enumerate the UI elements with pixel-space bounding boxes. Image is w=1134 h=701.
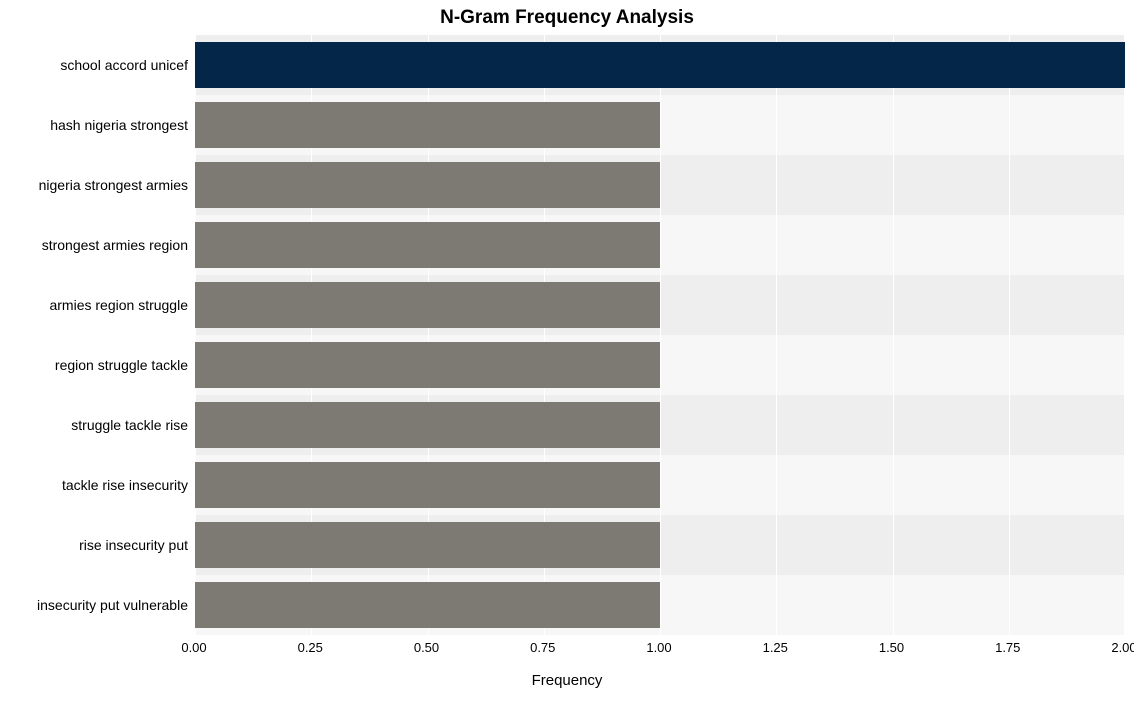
table-row [195,575,1124,635]
bar [195,522,660,568]
table-row [195,95,1124,155]
chart-title: N-Gram Frequency Analysis [0,7,1134,29]
bar [195,402,660,448]
y-tick-label: rise insecurity put [0,537,188,553]
table-row [195,515,1124,575]
table-row [195,455,1124,515]
x-axis-label: Frequency [0,672,1134,689]
x-tick-label: 0.25 [298,640,323,655]
x-tick-label: 0.75 [530,640,555,655]
bar [195,582,660,628]
bar [195,162,660,208]
bar [195,462,660,508]
bar [195,282,660,328]
x-tick-label: 1.75 [995,640,1020,655]
y-tick-label: struggle tackle rise [0,417,188,433]
bar [195,342,660,388]
y-tick-label: strongest armies region [0,237,188,253]
y-tick-label: armies region struggle [0,297,188,313]
x-tick-label: 1.25 [763,640,788,655]
table-row [195,395,1124,455]
y-tick-label: insecurity put vulnerable [0,597,188,613]
y-tick-label: region struggle tackle [0,357,188,373]
y-tick-label: tackle rise insecurity [0,477,188,493]
bar [195,42,1125,88]
x-tick-label: 0.50 [414,640,439,655]
table-row [195,35,1124,95]
bar [195,102,660,148]
table-row [195,215,1124,275]
gridline [1125,35,1126,635]
x-tick-label: 1.00 [646,640,671,655]
bar [195,222,660,268]
plot-area [194,35,1124,635]
y-tick-label: hash nigeria strongest [0,117,188,133]
table-row [195,335,1124,395]
x-tick-label: 2.00 [1111,640,1134,655]
y-tick-label: school accord unicef [0,57,188,73]
table-row [195,155,1124,215]
y-tick-label: nigeria strongest armies [0,177,188,193]
x-tick-label: 1.50 [879,640,904,655]
x-tick-label: 0.00 [181,640,206,655]
ngram-chart: N-Gram Frequency Analysis Frequency scho… [0,0,1134,701]
table-row [195,275,1124,335]
